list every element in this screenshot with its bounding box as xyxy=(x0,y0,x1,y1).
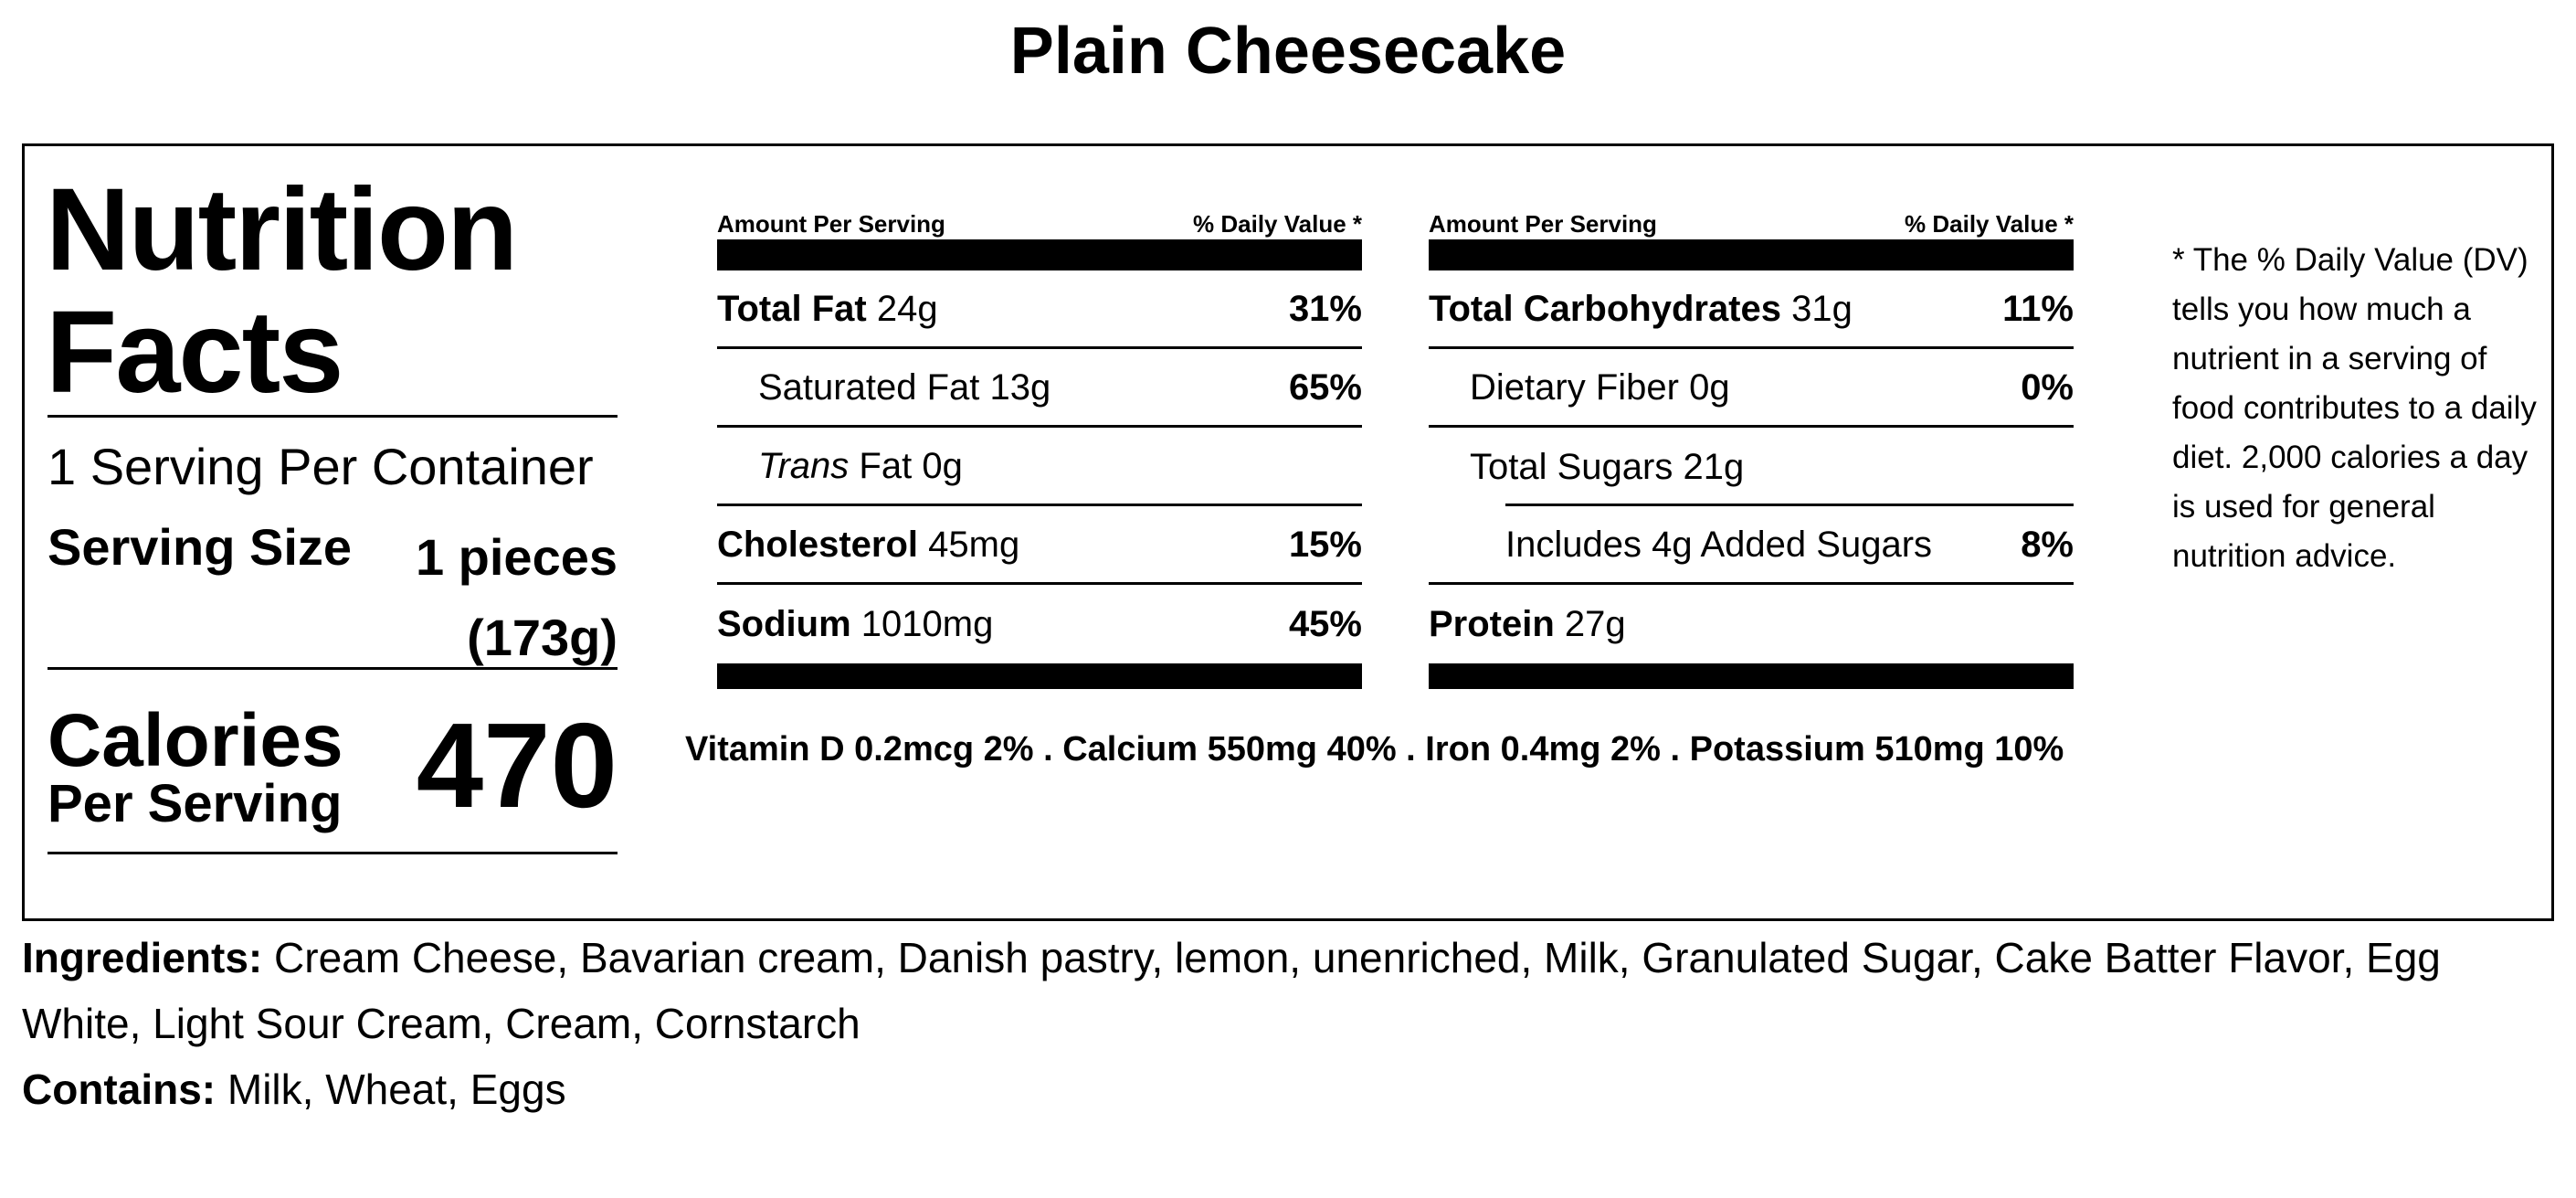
nutrient-name: Cholesterol xyxy=(717,524,919,565)
nutrient-row-saturated-fat: Saturated Fat 13g 65% xyxy=(717,349,1362,428)
per-serving-label: Per Serving xyxy=(48,774,343,833)
nutrient-amount: 24g xyxy=(876,288,938,329)
nutrient-name: Saturated Fat xyxy=(758,366,980,408)
nutrient-row-total-sugars: Total Sugars 21g xyxy=(1429,428,2074,506)
nutrient-amount: 1010mg xyxy=(860,604,994,644)
recipe-title: Plain Cheesecake xyxy=(1009,15,1567,88)
nutrient-row-protein: Protein 27g xyxy=(1429,585,2074,663)
added-sugars-rule xyxy=(1505,504,2074,506)
calories-value: 470 xyxy=(416,698,618,832)
table-header: Amount Per Serving % Daily Value * xyxy=(717,207,1362,238)
header-bar xyxy=(717,239,1362,270)
calories-rule xyxy=(48,852,618,854)
heading-line-2: Facts xyxy=(46,287,343,418)
serving-rule xyxy=(48,667,618,670)
daily-value-header: % Daily Value * xyxy=(1905,210,2074,238)
nutrient-amount: 45mg xyxy=(928,524,1020,565)
serving-size-label: Serving Size xyxy=(48,518,353,576)
table-header: Amount Per Serving % Daily Value * xyxy=(1429,207,2074,238)
nutrient-table-left: Amount Per Serving % Daily Value * Total… xyxy=(717,207,1362,689)
servings-per-container: 1 Serving Per Container xyxy=(48,438,594,495)
header-bar xyxy=(1429,239,2074,270)
nutrient-row-total-carbohydrates: Total Carbohydrates 31g 11% xyxy=(1429,270,2074,349)
serving-size-grams: (173g) xyxy=(467,609,618,666)
nutrient-dv: 11% xyxy=(2002,288,2074,329)
ingredients-statement: Ingredients: Cream Cheese, Bavarian crea… xyxy=(22,925,2552,1056)
nutrient-amount: 0g xyxy=(1689,366,1730,408)
nutrient-name-italic: Trans xyxy=(758,445,850,486)
nutrient-amount: 0g xyxy=(922,445,963,486)
ingredients-text: Cream Cheese, Bavarian cream, Danish pas… xyxy=(22,934,2441,1047)
vitamins-minerals-line: Vitamin D 0.2mcg 2% . Calcium 550mg 40% … xyxy=(685,730,2064,769)
nutrient-dv: 0% xyxy=(2021,366,2074,408)
table-bottom-bar xyxy=(1429,663,2074,689)
nutrient-row-cholesterol: Cholesterol 45mg 15% xyxy=(717,506,1362,585)
nutrient-table-right: Amount Per Serving % Daily Value * Total… xyxy=(1429,207,2074,689)
daily-value-footnote: * The % Daily Value (DV) tells you how m… xyxy=(2172,242,2537,574)
nutrient-dv: 65% xyxy=(1288,366,1362,408)
heading-line-1: Nutrition xyxy=(46,164,518,295)
nutrient-name: Total Sugars xyxy=(1470,447,1673,487)
nutrient-amount: 21g xyxy=(1683,447,1745,487)
serving-size-value: 1 pieces (173g) xyxy=(343,517,618,678)
nutrient-name: Total Carbohydrates xyxy=(1429,288,1781,329)
nutrient-row-added-sugars: Includes 4g Added Sugars 8% xyxy=(1429,506,2074,585)
contains-label: Contains: xyxy=(22,1065,216,1113)
amount-per-serving-header: Amount Per Serving xyxy=(1429,210,1657,238)
nutrition-label-box xyxy=(22,143,2554,921)
nutrition-facts-heading: Nutrition Facts xyxy=(46,164,518,418)
nutrient-row-dietary-fiber: Dietary Fiber 0g 0% xyxy=(1429,349,2074,428)
serving-size-pieces: 1 pieces xyxy=(415,528,618,586)
nutrient-name: Sodium xyxy=(717,604,851,644)
allergen-statement: Contains: Milk, Wheat, Eggs xyxy=(22,1056,566,1122)
nutrient-amount: 13g xyxy=(989,366,1051,408)
nutrient-name: Dietary Fiber xyxy=(1470,366,1679,408)
nutrient-row-trans-fat: Trans Fat 0g xyxy=(717,428,1362,506)
nutrient-amount: 31g xyxy=(1791,288,1853,329)
nutrient-name: Includes 4g Added Sugars xyxy=(1505,524,1933,565)
contains-text: Milk, Wheat, Eggs xyxy=(227,1065,566,1113)
nutrient-dv: 45% xyxy=(1288,604,1362,644)
amount-per-serving-header: Amount Per Serving xyxy=(717,210,945,238)
nutrient-dv: 15% xyxy=(1288,524,1362,565)
nutrient-dv: 31% xyxy=(1288,288,1362,329)
nutrient-dv: 8% xyxy=(2021,524,2074,565)
nutrient-row-sodium: Sodium 1010mg 45% xyxy=(717,585,1362,663)
nutrient-amount: 27g xyxy=(1564,604,1626,644)
ingredients-label: Ingredients: xyxy=(22,934,263,981)
heading-rule xyxy=(48,415,618,418)
daily-value-header: % Daily Value * xyxy=(1193,210,1362,238)
calories-label: Calories xyxy=(48,699,343,782)
nutrient-name: Total Fat xyxy=(717,288,867,329)
nutrient-name: Protein xyxy=(1429,604,1555,644)
nutrient-row-total-fat: Total Fat 24g 31% xyxy=(717,270,1362,349)
table-bottom-bar xyxy=(717,663,1362,689)
nutrient-name: Fat xyxy=(859,445,913,486)
